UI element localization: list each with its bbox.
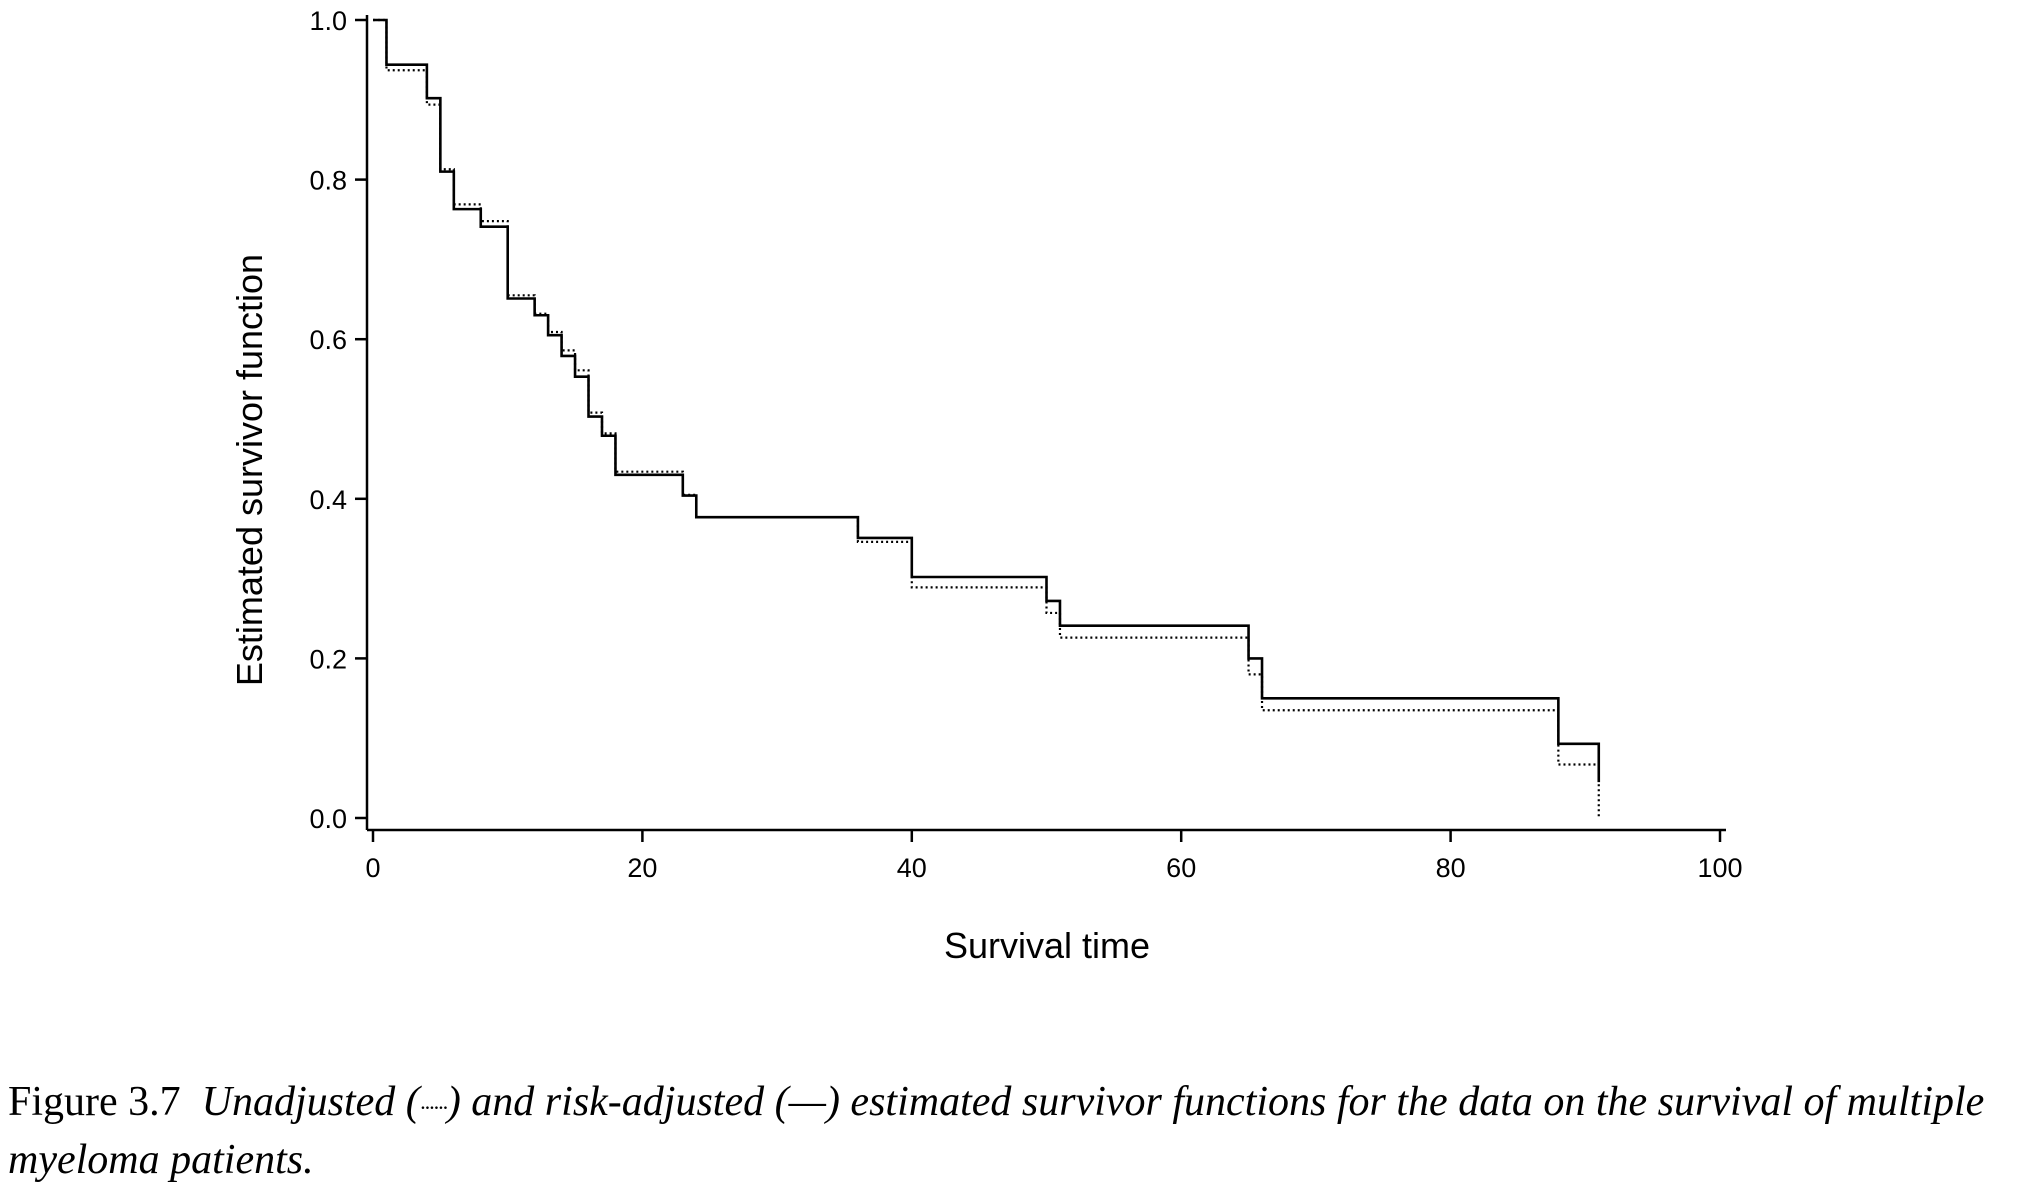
x-tick-label: 40: [897, 853, 927, 883]
y-tick-label: 0.8: [309, 166, 347, 196]
x-tick-label: 20: [627, 853, 657, 883]
caption-dotted-line-symbol: ······: [419, 1095, 448, 1120]
caption-text-part1: Unadjusted (: [201, 1079, 420, 1125]
figure-number: Figure 3.7: [8, 1079, 181, 1125]
x-ticks: 0 20 40 60 80 100: [365, 830, 1743, 883]
risk-adjusted-survivor-line: [373, 18, 1601, 783]
series-layer: [373, 18, 1601, 818]
x-tick-label: 80: [1436, 853, 1466, 883]
y-ticks: 0.0 0.2 0.4 0.6 0.8 1.0: [309, 6, 367, 834]
survivor-chart: 0.0 0.2 0.4 0.6 0.8 1.0 0 20 40 60 80 100 Survival…: [229, 6, 1743, 966]
x-tick-label: 100: [1697, 853, 1742, 883]
y-tick-label: 0.0: [309, 804, 347, 834]
y-tick-label: 0.6: [309, 325, 347, 355]
y-axis-title: Estimated survivor function: [229, 254, 270, 686]
unadjusted-survivor-line: [373, 18, 1600, 818]
x-axis-title: Survival time: [944, 925, 1150, 966]
x-tick-label: 60: [1166, 853, 1196, 883]
figure-caption: Figure 3.7 Unadjusted (······) and risk-…: [8, 1076, 2018, 1186]
y-tick-label: 0.2: [309, 644, 347, 674]
axes: 0.0 0.2 0.4 0.6 0.8 1.0 0 20 40 60 80 100: [309, 6, 1742, 883]
y-tick-label: 1.0: [309, 6, 347, 36]
x-tick-label: 0: [365, 853, 380, 883]
y-tick-label: 0.4: [309, 485, 347, 515]
